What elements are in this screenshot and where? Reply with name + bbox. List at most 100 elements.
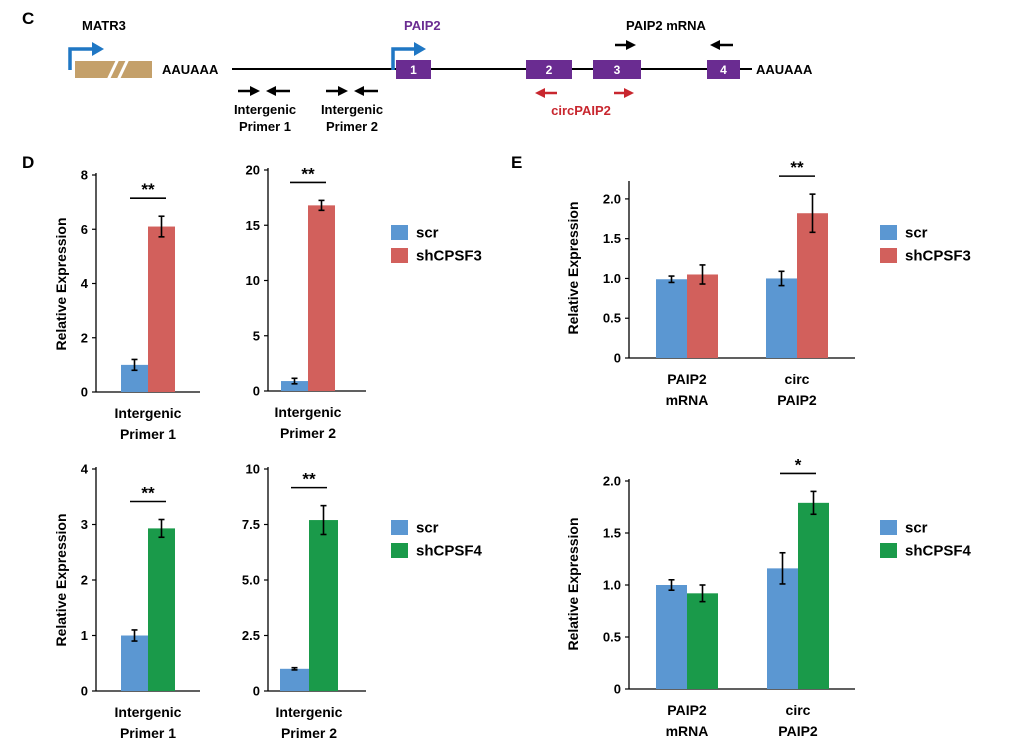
y-tick-label: 0 — [81, 684, 88, 699]
legend-label-scr: scr — [416, 520, 439, 537]
legend-swatch-scr — [880, 225, 897, 240]
chart-d-cpsf4-primer2: 0 2.5 5.0 7.5 10 Intergenic Primer 2 ** — [242, 462, 366, 741]
bar-shcpsf4 — [309, 520, 338, 691]
circ-paip2-label: circPAIP2 — [551, 103, 611, 118]
y-tick-label: 7.5 — [242, 517, 260, 532]
exon-4: 4 — [707, 60, 740, 79]
y-axis-label: Relative Expression — [565, 201, 581, 334]
significance-marker: ** — [302, 470, 316, 489]
panel-letter-e: E — [511, 153, 522, 172]
category-label-line2: Primer 2 — [281, 725, 337, 741]
chart-d-cpsf4-primer1: 0 1 2 3 4 Relative Expression Intergenic Primer… — [53, 462, 200, 741]
category-label-line2: Primer 1 — [120, 725, 176, 741]
category-label-line2: mRNA — [666, 392, 709, 408]
legend-swatch-scr — [880, 520, 897, 535]
paip2-mrna-primer-label: PAIP2 mRNA — [626, 18, 707, 33]
legend-label-scr: scr — [905, 520, 928, 537]
y-tick-label: 2 — [81, 573, 88, 588]
legend-swatch-shcpsf3 — [880, 248, 897, 263]
y-axis-label: Relative Expression — [565, 517, 581, 650]
y-tick-label: 2.0 — [603, 474, 621, 489]
legend-e-cpsf4: scr shCPSF4 — [880, 520, 972, 560]
y-axis-label: Relative Expression — [53, 513, 69, 646]
circ-reverse-primer-icon — [535, 88, 557, 98]
y-axis-label: Relative Expression — [53, 217, 69, 350]
paip2-label: PAIP2 — [404, 18, 441, 33]
exon-1: 1 — [396, 60, 431, 79]
y-tick-label: 0 — [253, 684, 260, 699]
y-tick-label: 5 — [253, 328, 260, 343]
category-label-line2: mRNA — [666, 723, 709, 739]
matr3-label: MATR3 — [82, 18, 126, 33]
legend-swatch-shcpsf4 — [880, 543, 897, 558]
y-tick-label: 20 — [246, 163, 260, 178]
category-label-line1: circ — [785, 371, 810, 387]
chart-d-cpsf3-primer1: 0 2 4 6 8 Relative Expression Intergenic Primer… — [53, 168, 200, 442]
category-label-line1: Intergenic — [115, 704, 182, 720]
legend-label-shcpsf4: shCPSF4 — [905, 543, 972, 560]
chart-e-cpsf4: 0 0.5 1.0 1.5 2.0 Relative Expression PAIP2 mRN… — [565, 455, 855, 739]
y-tick-label: 2.0 — [603, 191, 621, 206]
bar-scr — [656, 279, 687, 358]
significance-marker: ** — [790, 158, 804, 177]
bar-scr — [766, 278, 797, 358]
legend-e-cpsf3: scr shCPSF3 — [880, 225, 971, 265]
legend-swatch-shcpsf3 — [391, 248, 408, 263]
y-tick-label: 0 — [614, 682, 621, 697]
y-tick-label: 4 — [81, 276, 89, 291]
y-tick-label: 8 — [81, 168, 88, 183]
legend-label-scr: scr — [905, 225, 928, 242]
legend-d-cpsf4: scr shCPSF4 — [391, 520, 483, 560]
bar-shcpsf4 — [798, 502, 829, 689]
panel-letter-c: C — [22, 9, 34, 28]
category-label-line1: Intergenic — [276, 704, 343, 720]
legend-swatch-shcpsf4 — [391, 543, 408, 558]
bar-shcpsf3 — [687, 274, 718, 358]
panel-letter-d: D — [22, 153, 34, 172]
y-tick-label: 2.5 — [242, 628, 260, 643]
break-mark-icon — [106, 58, 130, 81]
significance-marker: ** — [301, 164, 315, 183]
intergenic-primer-2-arrows-icon — [326, 86, 378, 96]
category-label-line1: PAIP2 — [667, 371, 707, 387]
bar-shcpsf3 — [308, 205, 335, 391]
bar-shcpsf3 — [148, 226, 175, 392]
legend-label-shcpsf4: shCPSF4 — [416, 543, 483, 560]
category-label-line1: circ — [786, 702, 811, 718]
y-tick-label: 2 — [81, 330, 88, 345]
y-tick-label: 10 — [246, 462, 260, 477]
legend-d-cpsf3: scr shCPSF3 — [391, 225, 482, 265]
exon-1-label: 1 — [410, 63, 417, 77]
paip2-promoter-arrow-icon — [391, 42, 426, 70]
y-tick-label: 0 — [253, 384, 260, 399]
y-tick-label: 0.5 — [603, 630, 621, 645]
category-label-line1: PAIP2 — [667, 702, 707, 718]
legend-label-shcpsf3: shCPSF3 — [416, 248, 482, 265]
intergenic-primer-1-label-line1: Intergenic — [234, 102, 296, 117]
legend-swatch-scr — [391, 225, 408, 240]
y-tick-label: 15 — [246, 218, 260, 233]
bar-shcpsf4 — [687, 593, 718, 689]
y-tick-label: 0 — [81, 385, 88, 400]
exon-2: 2 — [526, 60, 572, 79]
matr3-promoter-arrow-icon — [68, 42, 104, 70]
polya-signal-1: AAUAAA — [162, 62, 219, 77]
polya-signal-2: AAUAAA — [756, 62, 813, 77]
bar-scr — [281, 381, 308, 391]
bar-scr — [280, 668, 309, 691]
y-tick-label: 1.0 — [603, 578, 621, 593]
intergenic-primer-2-label-line2: Primer 2 — [326, 119, 378, 134]
circ-forward-primer-icon — [614, 88, 634, 98]
category-label-line2: Primer 2 — [280, 425, 336, 441]
chart-e-cpsf3: 0 0.5 1.0 1.5 2.0 Relative Expression PAIP2 mRN… — [565, 158, 855, 408]
mrna-forward-primer-icon — [615, 40, 636, 50]
intergenic-primer-1-arrows-icon — [238, 86, 290, 96]
bar-shcpsf3 — [797, 213, 828, 358]
exon-3: 3 — [593, 60, 641, 79]
bar-shcpsf4 — [148, 528, 175, 691]
exon-3-label: 3 — [614, 63, 621, 77]
y-tick-label: 1.0 — [603, 271, 621, 286]
y-tick-label: 1 — [81, 628, 88, 643]
y-tick-label: 0 — [614, 351, 621, 366]
